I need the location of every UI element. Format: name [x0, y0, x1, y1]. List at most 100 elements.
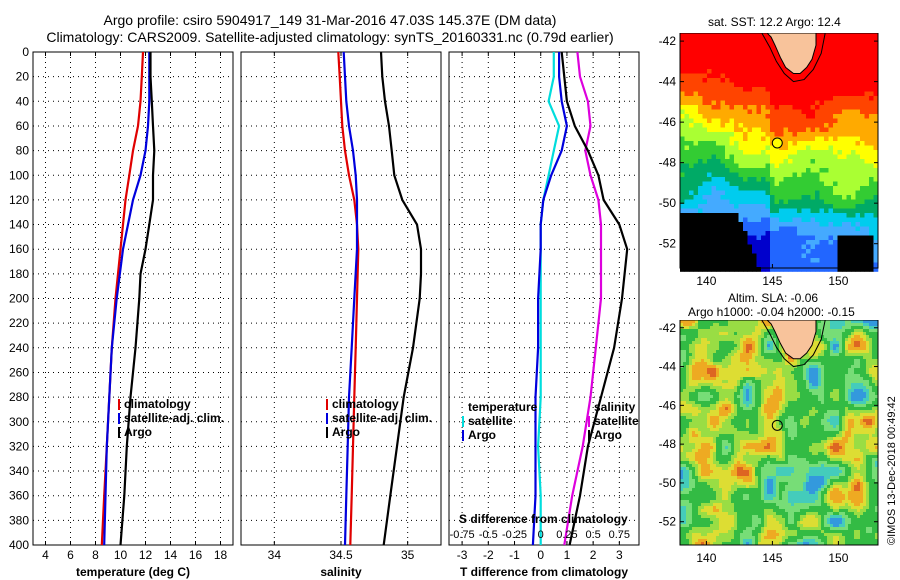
map-cell: [773, 332, 777, 336]
map-cell: [746, 344, 750, 348]
map-cell: [788, 262, 793, 268]
map-cell: [713, 374, 717, 378]
map-cell: [680, 253, 685, 259]
map-cell: [842, 244, 847, 250]
map-cell: [869, 368, 873, 372]
map-cell: [710, 404, 714, 408]
map-cell: [774, 51, 780, 56]
map-cell: [773, 404, 777, 408]
map-cell: [749, 392, 753, 396]
map-cell: [761, 186, 766, 191]
map-cell: [752, 253, 757, 259]
map-cell: [827, 422, 831, 426]
map-cell: [698, 55, 703, 61]
map-cell: [788, 87, 793, 92]
map-cell: [720, 136, 726, 142]
map-cell: [845, 380, 849, 384]
map-cell: [680, 87, 685, 92]
map-cell: [737, 392, 741, 396]
map-cell: [680, 267, 685, 272]
map-cell: [761, 159, 766, 164]
map-cell: [747, 64, 753, 70]
map-cell: [684, 91, 690, 97]
map-cell: [728, 419, 732, 423]
map-cell: [743, 249, 748, 254]
map-cell: [833, 73, 838, 79]
map-cell: [869, 37, 874, 43]
map-cell: [851, 73, 856, 79]
map-cell: [743, 172, 748, 178]
map-cell: [779, 347, 783, 351]
map-cell: [761, 154, 766, 160]
map-cell: [764, 395, 768, 399]
map-cell: [689, 199, 694, 205]
map-cell: [761, 114, 766, 119]
map-cell: [869, 195, 874, 200]
map-cell: [707, 181, 712, 187]
map-cell: [828, 159, 834, 164]
map-cell: [720, 33, 726, 38]
map-cell: [818, 365, 822, 369]
map-cell: [770, 362, 774, 366]
map-cell: [872, 398, 876, 402]
map-cell: [824, 100, 829, 106]
map-cell: [689, 127, 694, 133]
map-cell: [782, 410, 786, 414]
map-cell: [707, 401, 711, 405]
map-cell: [869, 204, 874, 209]
map-cell: [851, 69, 856, 74]
map-cell: [756, 37, 762, 43]
map-cell: [779, 154, 784, 160]
map-cell: [833, 150, 838, 155]
map-cell: [683, 407, 687, 411]
map-cell: [846, 195, 852, 200]
map-cell: [791, 362, 795, 366]
map-cell: [707, 244, 712, 250]
map-cell: [857, 332, 861, 336]
map-cell: [680, 118, 685, 124]
map-cell: [698, 168, 703, 173]
map-cell: [746, 320, 750, 324]
map-cell: [756, 240, 762, 245]
map-cell: [698, 100, 703, 106]
map-cell: [846, 69, 852, 74]
map-cell: [824, 46, 829, 52]
map-cell: [783, 231, 789, 236]
map-cell: [695, 410, 699, 414]
map-cell: [779, 204, 784, 209]
map-cell: [785, 419, 789, 423]
map-cell: [707, 428, 711, 432]
map-cell: [764, 365, 768, 369]
map-cell: [716, 222, 721, 227]
map-cell: [797, 235, 802, 241]
map-cell: [860, 249, 865, 254]
map-cell: [758, 344, 762, 348]
y-tick-label: 240: [9, 341, 29, 355]
map-cell: [797, 374, 801, 378]
map-cell: [702, 258, 708, 263]
map-cell: [836, 410, 840, 414]
map-cell: [729, 231, 735, 236]
map-cell: [764, 341, 768, 345]
map-cell: [689, 335, 693, 339]
map-cell: [725, 195, 730, 200]
map-cell: [767, 407, 771, 411]
map-cell: [846, 82, 852, 88]
map-cell: [702, 168, 708, 173]
map-cell: [869, 190, 874, 196]
map-cell: [824, 55, 829, 61]
map-cell: [851, 383, 855, 387]
map-cell: [809, 407, 813, 411]
map-cell: [863, 380, 867, 384]
map-cell: [698, 413, 702, 417]
map-cell: [833, 186, 838, 191]
map-cell: [729, 96, 735, 101]
map-cell: [725, 37, 730, 43]
map-cell: [806, 425, 810, 429]
map-cell: [848, 365, 852, 369]
map-cell: [855, 51, 861, 56]
map-cell: [729, 150, 735, 155]
map-cell: [698, 222, 703, 227]
map-cell: [756, 244, 762, 250]
map-cell: [720, 199, 726, 205]
